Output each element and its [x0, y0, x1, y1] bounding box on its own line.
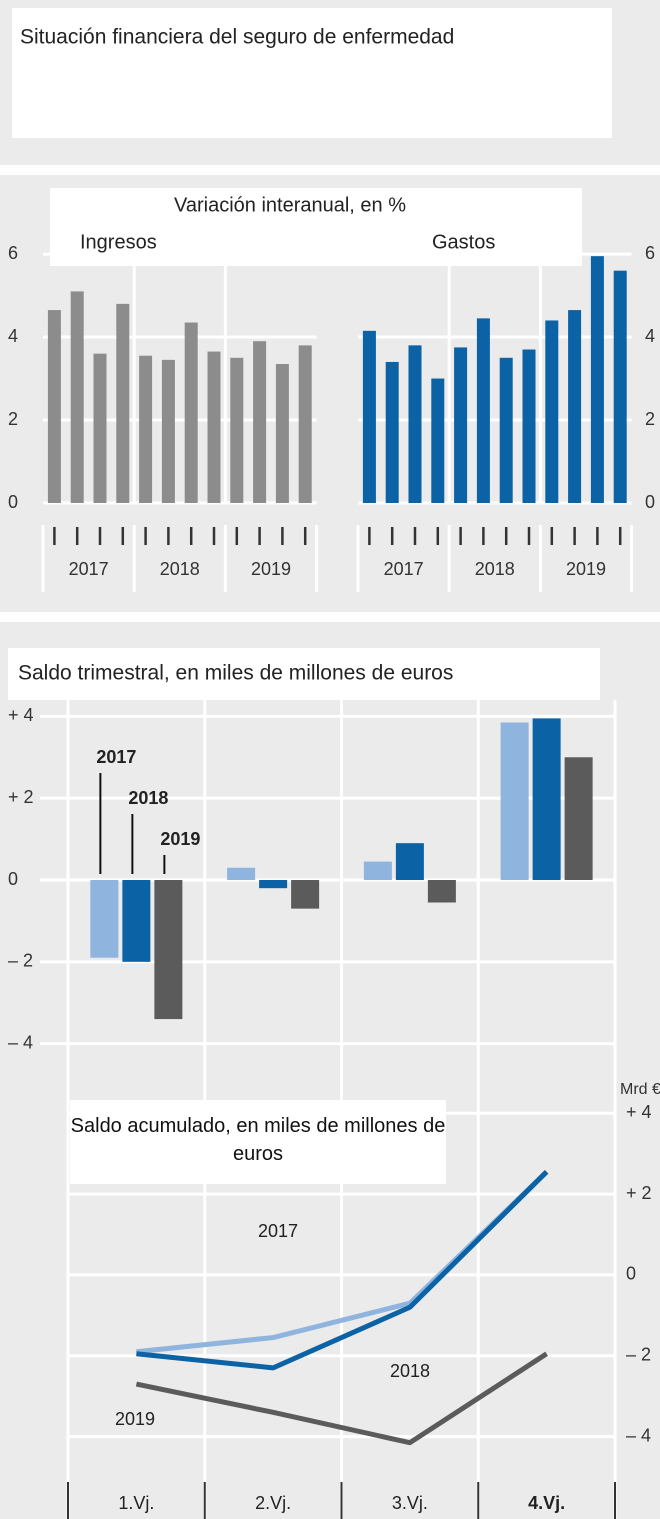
- bar: [564, 757, 593, 880]
- bar: [291, 880, 320, 909]
- y-tick-label: – 4: [8, 1032, 33, 1052]
- chart-title: Ingresos: [80, 231, 157, 253]
- series-label: 2019: [160, 829, 200, 849]
- bar: [476, 318, 490, 503]
- x-group-label: 2017: [384, 559, 424, 579]
- y-tick-label: 6: [645, 243, 655, 263]
- x-group-label: 2018: [160, 559, 200, 579]
- bar: [613, 270, 627, 503]
- x-tick-label: 1.Vj.: [118, 1493, 154, 1513]
- bar: [93, 353, 107, 503]
- y-tick-label: 2: [645, 409, 655, 429]
- y-tick-label: + 4: [626, 1102, 652, 1122]
- overlay-layer: Variación interanual, en % Ingresos Gast…: [8, 188, 600, 700]
- y-tick-label: – 2: [8, 951, 33, 971]
- bar: [454, 347, 468, 503]
- y-tick-label: + 4: [8, 705, 34, 725]
- bar: [385, 361, 399, 503]
- bar: [427, 880, 456, 903]
- x-group-label: 2017: [69, 559, 109, 579]
- bar: [532, 718, 561, 880]
- x-group-label: 2019: [251, 559, 291, 579]
- bar: [184, 322, 198, 503]
- title-box: [50, 188, 582, 266]
- y-tick-label: 2: [8, 409, 18, 429]
- bar: [154, 880, 183, 1020]
- y-tick-label: 0: [645, 492, 655, 512]
- y-tick-label: 0: [626, 1264, 636, 1284]
- bar: [253, 341, 267, 503]
- bar: [230, 357, 244, 503]
- y-tick-label: – 4: [626, 1425, 651, 1445]
- bar: [431, 378, 445, 503]
- bar: [161, 359, 175, 503]
- bar: [395, 843, 424, 880]
- bar: [363, 861, 392, 880]
- x-tick-label: 2.Vj.: [255, 1493, 291, 1513]
- bar: [70, 291, 84, 503]
- chart-title: Saldo acumulado, en miles de millones de…: [70, 1100, 446, 1184]
- page-title: Situación financiera del seguro de enfer…: [20, 26, 454, 49]
- series-label: 2018: [128, 788, 168, 808]
- bar: [275, 364, 289, 503]
- bar: [408, 345, 422, 503]
- bar: [259, 880, 288, 889]
- chart-title: Saldo trimestral, en miles de millones d…: [18, 662, 453, 685]
- y-tick-label: 0: [8, 869, 18, 889]
- chart-title: Gastos: [432, 231, 495, 253]
- bar: [522, 349, 536, 503]
- title-box: [12, 8, 612, 138]
- y-axis-label: Mrd €: [620, 1081, 660, 1098]
- x-tick-label: 4.Vj.: [528, 1493, 565, 1513]
- section-title: Variación interanual, en %: [174, 194, 406, 216]
- x-tick-label: 3.Vj.: [392, 1493, 428, 1513]
- bar: [139, 355, 153, 503]
- bar: [590, 256, 604, 503]
- bar: [362, 330, 376, 503]
- y-tick-label: + 2: [8, 787, 34, 807]
- bar: [90, 880, 119, 958]
- bar: [227, 867, 256, 880]
- bar: [499, 357, 513, 503]
- bar: [298, 345, 312, 503]
- series-label: 2018: [390, 1361, 430, 1381]
- bar: [122, 880, 151, 962]
- y-tick-label: 4: [8, 326, 18, 346]
- bar: [500, 722, 529, 880]
- y-tick-label: 6: [8, 243, 18, 263]
- bar: [207, 351, 221, 503]
- line: [136, 1170, 549, 1371]
- series-label: 2019: [115, 1409, 155, 1429]
- series-label: 2017: [96, 747, 136, 767]
- series-label: 2017: [258, 1221, 298, 1241]
- bar: [47, 310, 61, 503]
- y-tick-label: 0: [8, 492, 18, 512]
- bar: [545, 320, 559, 503]
- x-group-label: 2018: [475, 559, 515, 579]
- title-box: [8, 648, 600, 700]
- bar: [568, 310, 582, 503]
- x-group-label: 2019: [566, 559, 606, 579]
- y-tick-label: 4: [645, 326, 655, 346]
- bar: [116, 303, 130, 503]
- y-tick-label: + 2: [626, 1183, 652, 1203]
- y-tick-label: – 2: [626, 1345, 651, 1365]
- line: [135, 1351, 548, 1446]
